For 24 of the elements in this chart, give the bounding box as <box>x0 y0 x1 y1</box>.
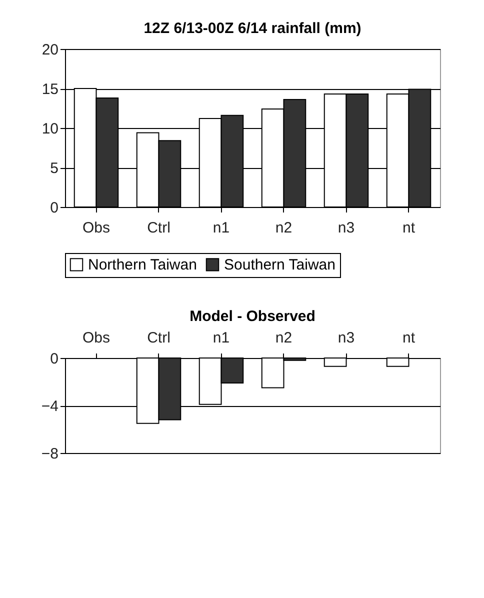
y-tick-label: −8 <box>41 446 58 462</box>
x-tick-label: n1 <box>212 330 230 346</box>
y-tick-label: 5 <box>50 160 58 177</box>
x-tick-label: n2 <box>275 330 292 346</box>
x-tick-label: n2 <box>275 220 292 236</box>
y-tick-label: 10 <box>42 120 58 138</box>
x-tick-label: nt <box>402 220 416 236</box>
x-tick-label: Obs <box>82 220 110 236</box>
x-tick-label: n3 <box>338 220 355 236</box>
y-tick-label: 15 <box>42 81 58 98</box>
y-tick-label: −4 <box>41 398 58 415</box>
x-tick-label: Ctrl <box>147 330 170 346</box>
chart-title: 12Z 6/13-00Z 6/14 rainfall (mm) <box>144 20 362 37</box>
legend-label: Southern Taiwan <box>224 256 336 274</box>
y-tick-label: 20 <box>42 42 58 58</box>
chart-title: Model - Observed <box>190 308 316 325</box>
x-tick-label: nt <box>402 330 416 346</box>
legend-label: Northern Taiwan <box>88 256 197 274</box>
x-tick-label: Obs <box>82 330 110 346</box>
y-tick-label: 0 <box>50 350 58 368</box>
y-tick-label: 0 <box>50 200 58 216</box>
x-tick-label: n1 <box>212 220 230 236</box>
x-tick-label: n3 <box>338 330 355 346</box>
x-tick-label: Ctrl <box>147 220 170 236</box>
